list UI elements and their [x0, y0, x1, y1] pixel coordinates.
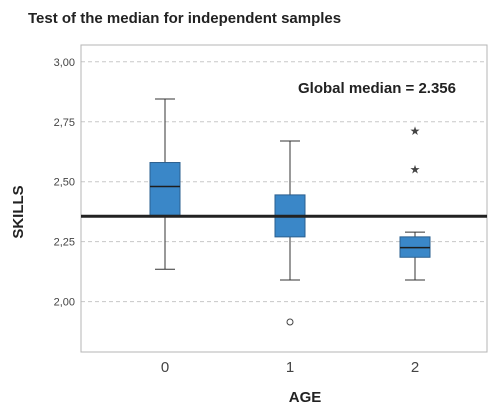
x-tick-labels: 0 1 2 [161, 359, 419, 376]
box-1 [274, 140, 306, 326]
y-tick-label: 3,00 [54, 57, 75, 69]
gridlines [81, 61, 487, 303]
x-tick-label: 2 [411, 359, 419, 376]
y-tick-labels: 3,00 2,75 2,50 2,25 2,00 [54, 57, 75, 309]
x-axis-title: AGE [289, 389, 322, 406]
box-0 [149, 98, 181, 270]
y-tick-label: 2,50 [54, 177, 75, 189]
box-series: ★★ [149, 98, 431, 326]
y-tick-label: 2,25 [54, 237, 75, 249]
y-axis-title: SKILLS [10, 185, 27, 238]
chart-title: Test of the median for independent sampl… [28, 10, 341, 27]
plot-frame [80, 44, 488, 353]
x-tick-label: 1 [286, 359, 294, 376]
x-tick-label: 0 [161, 359, 169, 376]
iqr-box [149, 162, 181, 216]
box-2: ★★ [399, 124, 431, 281]
y-tick-label: 2,00 [54, 297, 75, 309]
reference-line-label: Global median = 2.356 [298, 80, 456, 97]
outlier-point [286, 318, 294, 326]
extreme-point: ★ [410, 163, 421, 177]
extreme-point: ★ [410, 124, 421, 138]
y-tick-label: 2,75 [54, 117, 75, 129]
